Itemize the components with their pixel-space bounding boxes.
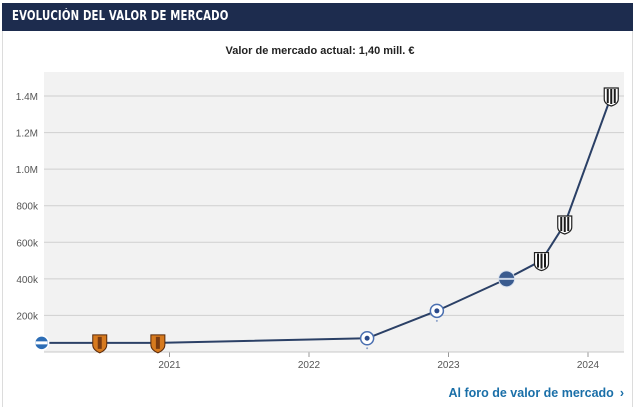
market-value-forum-link[interactable]: Al foro de valor de mercado › bbox=[449, 386, 625, 400]
striped-crest-icon bbox=[33, 335, 50, 351]
y-tick-label: 1.4M bbox=[16, 92, 38, 103]
header-bar: Evolución del valor de mercado bbox=[2, 3, 633, 31]
striped-shield-crest-icon bbox=[557, 215, 573, 235]
forum-link-label: Al foro de valor de mercado bbox=[448, 386, 614, 400]
panel-border bbox=[2, 31, 633, 407]
striped-shield-crest-icon bbox=[603, 87, 619, 107]
y-tick-label: 400k bbox=[16, 275, 39, 286]
orange-shield-crest-icon bbox=[150, 334, 166, 354]
orange-shield-crest-icon bbox=[92, 334, 108, 354]
chevron-right-icon: › bbox=[619, 386, 624, 400]
current-market-value: Valor de mercado actual: 1,40 mill. € bbox=[225, 45, 415, 57]
y-tick-label: 600k bbox=[16, 238, 39, 249]
panel-title: Evolución del valor de mercado bbox=[12, 9, 229, 24]
plot-area bbox=[44, 72, 624, 352]
round-blue-crest-icon bbox=[498, 270, 516, 288]
star-crest-icon bbox=[359, 331, 375, 350]
x-tick-label: 2023 bbox=[437, 360, 460, 371]
y-tick-label: 800k bbox=[16, 202, 39, 213]
x-tick-label: 2021 bbox=[158, 360, 181, 371]
x-tick-label: 2022 bbox=[298, 360, 321, 371]
y-tick-label: 1.2M bbox=[16, 129, 38, 140]
y-tick-label: 200k bbox=[16, 311, 39, 322]
striped-shield-crest-icon bbox=[533, 251, 550, 272]
x-tick-label: 2024 bbox=[577, 360, 600, 371]
panel-header: Evolución del valor de mercado bbox=[0, 0, 640, 32]
y-tick-label: 1.0M bbox=[16, 165, 38, 176]
star-crest-icon bbox=[429, 303, 445, 322]
